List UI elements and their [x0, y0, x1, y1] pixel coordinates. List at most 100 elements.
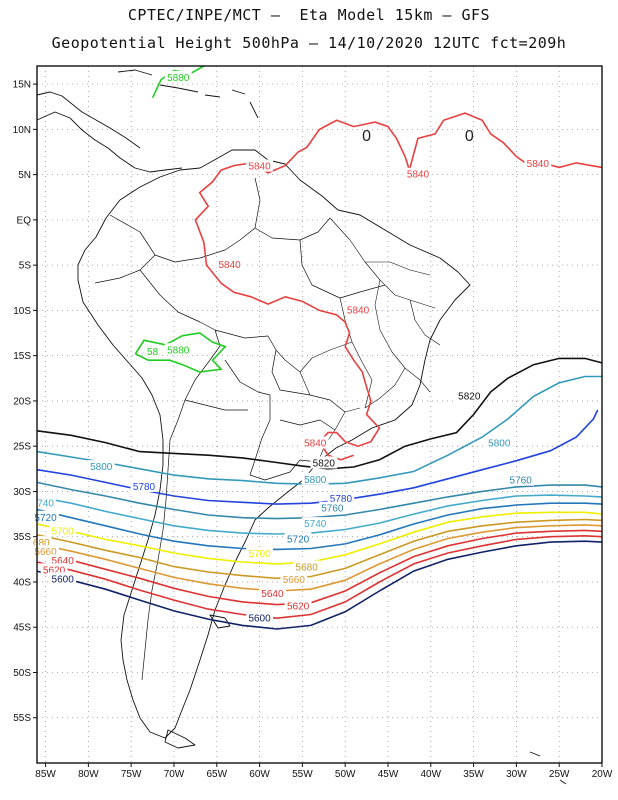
lon-tick-label: 20W: [592, 769, 613, 780]
contour-label-5840: 5840: [527, 159, 550, 170]
contour-5760: [36, 481, 603, 520]
longitude-ticks: 85W 80W 75W 70W 65W 60W 55W 50W 45W 40W 35W 30W 25W 2…: [35, 763, 613, 780]
contour-label-bg: [32, 545, 59, 558]
contour-labels: 5880 5880 58 5840 5840 5840 5840 5840 5840 5820 58…: [30, 70, 552, 624]
lon-tick-label: 30W: [506, 769, 527, 780]
state-borders: [275, 217, 441, 463]
contour-label-bg: [40, 563, 68, 576]
contour-label-bg: [49, 554, 77, 567]
lat-tick-label: EQ: [17, 215, 32, 226]
lon-tick-label: 35W: [463, 769, 484, 780]
map-title: CPTEC/INPE/MCT – Eta Model 15km – GFS: [127, 6, 491, 24]
lat-tick-label: 25S: [13, 442, 31, 453]
lat-tick-label: 20S: [13, 396, 31, 407]
contour-label-bg: [280, 573, 308, 586]
contour-label-bg: [301, 472, 329, 485]
contour-label-5600: 5600: [248, 613, 271, 624]
contour-label-bg: [49, 524, 77, 537]
contour-label-5680: 5680: [296, 563, 319, 574]
contour-5600: [36, 540, 603, 630]
contour-label-bg: [293, 560, 321, 573]
lon-tick-label: 85W: [35, 769, 56, 780]
contour-label-bg: [507, 473, 535, 486]
contour-label-5700: 5700: [248, 549, 271, 560]
contour-label-bg: [318, 501, 346, 514]
contour-label-bg: [246, 159, 273, 172]
centre-marker: 0: [465, 128, 474, 145]
contour-label-5680: 680: [33, 538, 50, 549]
lat-tick-label: 55S: [13, 713, 31, 724]
contour-label-5780: 5780: [330, 494, 353, 505]
country-borders: [94, 177, 386, 681]
contour-label-5620: 5620: [43, 565, 66, 576]
lon-tick-label: 75W: [121, 769, 142, 780]
contour-label-5820: 5820: [458, 391, 481, 402]
contour-label-bg: [164, 70, 192, 83]
contour-label-5720: 5720: [34, 513, 57, 524]
contour-label-5720: 5720: [287, 535, 310, 546]
contour-label-5840: 5840: [248, 162, 271, 173]
lat-tick-label: 50S: [13, 668, 31, 679]
contour-label-5800: 5800: [90, 462, 113, 473]
contour-label-bg: [35, 496, 56, 509]
contour-label-bg: [301, 517, 329, 530]
lat-tick-label: 15S: [13, 351, 31, 362]
contour-5620: [36, 534, 603, 620]
centre-marker: 0: [362, 128, 371, 145]
lon-tick-label: 45W: [378, 769, 399, 780]
caribbean-islands: [117, 69, 259, 119]
contour-label-5840: 5840: [347, 305, 370, 316]
contour-label-bg: [246, 546, 273, 559]
lon-tick-label: 50W: [335, 769, 356, 780]
contour-5720: [36, 502, 603, 551]
lon-tick-label: 70W: [164, 769, 185, 780]
contour-5700: [36, 511, 603, 565]
south-america-coastline: [77, 149, 471, 739]
contour-label-5780: 5780: [133, 482, 156, 493]
lon-tick-label: 60W: [249, 769, 270, 780]
contour-label-bg: [284, 532, 312, 545]
map-frame: [36, 65, 603, 764]
contour-label-bg: [145, 345, 160, 358]
contour-label-5840: 5840: [304, 439, 327, 450]
contour-5880: [151, 65, 205, 99]
contour-5740: [36, 494, 603, 535]
contour-label-5600: 5600: [52, 574, 75, 585]
contour-label-5840: 5840: [407, 170, 430, 181]
contour-label-bg: [32, 510, 59, 523]
contour-label-5880: 5880: [167, 345, 190, 356]
central-america-coastline: [36, 111, 183, 173]
contour-label-bg: [259, 586, 286, 599]
lat-tick-label: 35S: [13, 532, 31, 543]
lat-tick-label: 15N: [13, 80, 31, 91]
latitude-ticks: 15N 10N 5N EQ 5S 10S 15S 20S 25S 30S 35S 40S 45S 50S 5…: [13, 80, 37, 724]
contour-label-bg: [164, 343, 192, 356]
coastlines-and-borders: [36, 69, 567, 785]
contour-5640: [36, 529, 603, 606]
lat-tick-label: 30S: [13, 487, 31, 498]
contour-label-5800: 5800: [304, 475, 327, 486]
lat-tick-label: 45S: [13, 623, 31, 634]
contour-label-5840: 5840: [218, 260, 241, 271]
contour-label-bg: [130, 480, 158, 493]
southern-islands: [164, 614, 567, 785]
contour-label-bg: [301, 436, 329, 449]
lat-tick-label: 5N: [18, 170, 31, 181]
contour-5660: [36, 524, 603, 592]
central-america-pacific-coast: [36, 91, 141, 149]
contour-label-5760: 5760: [321, 504, 344, 515]
contour-label-5800: 5800: [488, 439, 511, 450]
contour-label-5760: 5760: [510, 476, 533, 487]
lat-tick-label: 5S: [19, 261, 32, 272]
contour-label-bg: [284, 599, 312, 612]
contour-label-bg: [404, 167, 432, 180]
contour-5880: [134, 332, 227, 373]
lon-tick-label: 80W: [78, 769, 99, 780]
contour-label-5660: 5660: [283, 575, 306, 586]
contour-label-5660: 5660: [34, 547, 57, 558]
contour-label-bg: [485, 436, 513, 449]
contour-5680: [36, 518, 603, 580]
lon-tick-label: 40W: [421, 769, 442, 780]
contour-label-bg: [216, 258, 244, 271]
